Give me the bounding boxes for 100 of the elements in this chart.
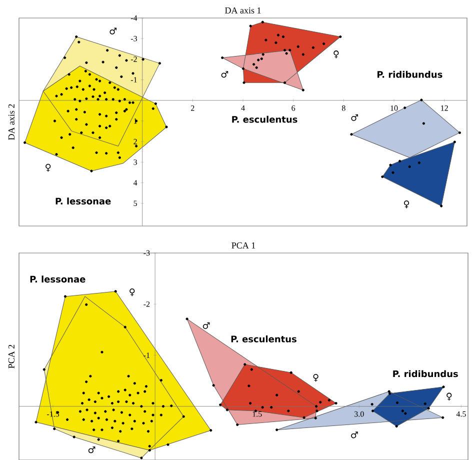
- point: [319, 400, 322, 404]
- x-tick-label: 4: [241, 105, 245, 111]
- annotation: ♂: [110, 28, 117, 34]
- annotation: ♀: [404, 200, 410, 208]
- point: [328, 398, 331, 402]
- point: [418, 161, 420, 164]
- annotation: ♀: [46, 164, 51, 172]
- annotation: ♀: [446, 392, 452, 400]
- x-tick-label: 3.0: [354, 411, 364, 417]
- point: [236, 423, 239, 426]
- annotation: P. esculentus: [231, 335, 296, 342]
- point: [392, 171, 394, 174]
- annotation: P. esculentus: [232, 116, 298, 123]
- point: [249, 24, 252, 28]
- annotation: ♀: [334, 50, 339, 58]
- point: [396, 401, 399, 404]
- annotation: P. ridibundus: [377, 70, 442, 78]
- point: [212, 384, 215, 387]
- point: [404, 412, 407, 415]
- point: [296, 45, 300, 48]
- y-tick-label: -4: [130, 15, 138, 20]
- point: [302, 416, 306, 419]
- point: [302, 53, 304, 56]
- point: [453, 140, 456, 144]
- point: [264, 38, 268, 42]
- x-tick-label: 10: [390, 105, 398, 111]
- point: [442, 416, 444, 419]
- point: [312, 46, 315, 49]
- point: [302, 88, 304, 92]
- point: [404, 106, 406, 109]
- point: [316, 409, 318, 412]
- point: [261, 406, 264, 409]
- point: [242, 81, 246, 84]
- point: [282, 35, 285, 38]
- point: [389, 164, 392, 166]
- point: [427, 406, 430, 410]
- point: [388, 390, 390, 393]
- point: [186, 317, 188, 320]
- annotation: P. lessonae: [56, 197, 111, 204]
- point: [248, 384, 250, 388]
- point: [276, 34, 280, 36]
- point: [290, 371, 292, 374]
- point: [350, 132, 353, 136]
- y-axis-title: DA axis 2: [8, 104, 14, 140]
- y-tick-label: 1: [134, 118, 137, 124]
- y-tick-label: 4: [133, 180, 138, 186]
- point: [261, 20, 264, 24]
- point: [458, 131, 461, 134]
- point: [276, 394, 278, 396]
- annotation: ♀: [313, 374, 318, 382]
- x-tick-label: 6: [292, 105, 296, 111]
- annotation: P. ridibundus: [393, 370, 458, 378]
- y-axis-title: PCA 2: [8, 344, 14, 368]
- point: [226, 408, 228, 412]
- point: [260, 57, 263, 60]
- point: [420, 98, 423, 102]
- annotation: ♂: [221, 70, 228, 78]
- y-tick-label: -1: [130, 77, 137, 82]
- point: [287, 409, 290, 412]
- y-tick-label: 2: [134, 138, 137, 144]
- point: [270, 406, 273, 409]
- point: [274, 41, 278, 44]
- point: [408, 165, 411, 168]
- point: [339, 35, 342, 38]
- annotation: ♂: [351, 114, 358, 121]
- point: [288, 48, 292, 52]
- point: [322, 42, 326, 45]
- point: [285, 52, 288, 55]
- x-tick-label: -1.5: [46, 411, 60, 417]
- y-tick-label: -3: [130, 36, 137, 42]
- point: [314, 404, 318, 408]
- point: [252, 62, 256, 66]
- point: [371, 409, 374, 412]
- point: [314, 416, 317, 420]
- point: [250, 368, 253, 371]
- point: [398, 160, 402, 162]
- x-tick-label: 1.5: [252, 411, 262, 417]
- x-axis-title: PCA 1: [232, 242, 256, 248]
- y-tick-label: 5: [134, 200, 137, 206]
- y-tick-label: -3: [144, 250, 150, 256]
- point: [388, 392, 392, 395]
- x-axis-title: DA axis 1: [225, 7, 261, 14]
- point: [242, 67, 245, 70]
- point: [424, 402, 426, 405]
- annotation: ♀: [130, 288, 135, 296]
- annotation: ♂: [351, 432, 358, 438]
- point: [401, 409, 404, 412]
- point: [334, 402, 338, 404]
- point: [221, 56, 224, 59]
- x-tick-label: 4.5: [456, 411, 466, 417]
- point: [276, 428, 278, 432]
- y-tick-label: -2: [144, 301, 150, 307]
- y-tick-label: -2: [130, 56, 137, 62]
- y-tick-label: 3: [134, 159, 137, 165]
- x-tick-label: 8: [342, 105, 346, 111]
- y-tick-label: -1: [144, 352, 150, 358]
- point: [257, 58, 260, 62]
- point: [262, 53, 264, 56]
- point: [255, 66, 258, 69]
- point: [440, 204, 443, 208]
